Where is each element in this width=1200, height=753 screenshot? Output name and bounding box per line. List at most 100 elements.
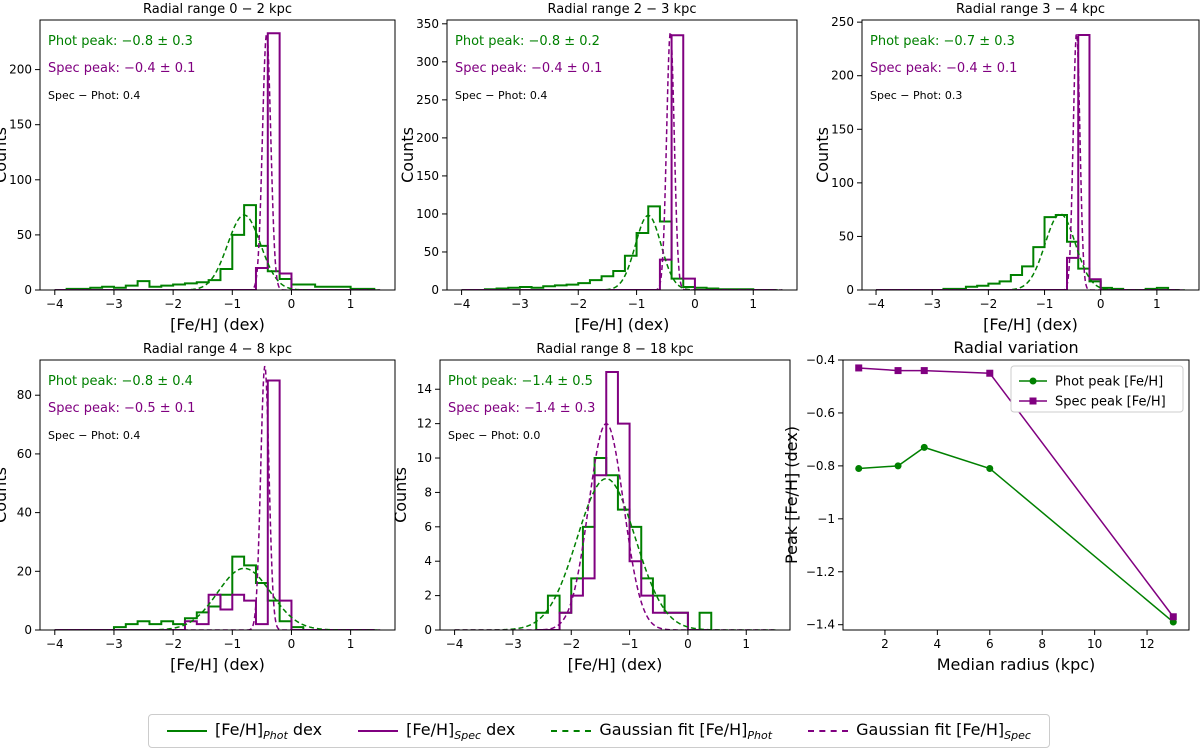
panel6-ytick-label: −1.2 (806, 565, 835, 579)
panel5-phot-peak-annotation: Phot peak: −1.4 ± 0.5 (448, 374, 593, 389)
legend-item-phot-histogram: [Fe/H]Phot dex (167, 720, 322, 742)
panel3-xtick-label: −3 (923, 297, 941, 311)
panel5-gauss-fit-spec (454, 422, 776, 630)
panel6-xtick-label: 10 (1087, 637, 1102, 651)
panel1-phot-histogram (54, 204, 376, 290)
panel4-spec-histogram (54, 379, 375, 630)
panel1-difference-annotation: Spec − Phot: 0.4 (48, 89, 140, 102)
panel3-frame (861, 19, 1200, 291)
panel6-title: Radial variation (953, 338, 1078, 357)
panel6-xtick-label: 6 (986, 637, 994, 651)
legend-item-gauss-spec: Gaussian fit [Fe/H]Spec (808, 720, 1031, 742)
panel3-ylabel: Counts (813, 127, 832, 183)
panel4-ytick-label: 60 (17, 447, 32, 461)
panel6-frame (842, 359, 1190, 631)
radial-legend-label-phot: Phot peak [Fe/H] (1055, 375, 1163, 390)
panel5-xtick-label: −2 (562, 637, 580, 651)
panel3-xtick-label: −1 (1036, 297, 1054, 311)
panel1-phot-peak-annotation: Phot peak: −0.8 ± 0.3 (48, 34, 193, 49)
panel4-xtick-label: −1 (223, 637, 241, 651)
panel6-xtick-label: 8 (1038, 637, 1046, 651)
radial-legend-marker-phot (1029, 377, 1037, 385)
panel5-ylabel: Counts (391, 467, 410, 523)
panel1-xtick-label: −4 (46, 297, 64, 311)
panel2-xtick-label: −2 (569, 297, 587, 311)
legend-label-phot: [Fe/H]Phot dex (215, 719, 323, 743)
panel2-ytick-label: 100 (416, 207, 439, 221)
phot-point (894, 462, 902, 470)
panel4-xtick-label: −3 (105, 637, 123, 651)
panel6-xlabel: Median radius (kpc) (937, 655, 1096, 674)
panel5-ytick-label: 8 (424, 485, 432, 499)
panel1-ytick-label: 0 (24, 283, 32, 297)
legend-label-spec: [Fe/H]Spec dex (406, 719, 516, 743)
panel1-xtick-label: −3 (105, 297, 123, 311)
panel4-xtick-label: 0 (288, 637, 296, 651)
phot-point (986, 465, 994, 473)
panel2-ytick-label: 0 (431, 283, 439, 297)
panel1-ytick-label: 100 (9, 173, 32, 187)
panel6-ytick-label: −1.4 (806, 618, 835, 632)
legend-item-spec-histogram: [Fe/H]Spec dex (358, 720, 515, 742)
panel4-phot-peak-annotation: Phot peak: −0.8 ± 0.4 (48, 374, 193, 389)
radial-legend-label-spec: Spec peak [Fe/H] (1055, 395, 1166, 410)
panel5-xtick-label: −3 (504, 637, 522, 651)
panel5-spec-peak-annotation: Spec peak: −1.4 ± 0.3 (448, 401, 595, 416)
panel2-ytick-label: 150 (416, 169, 439, 183)
legend-spec-dashed-line (808, 730, 849, 732)
panel4-ytick-label: 20 (17, 564, 32, 578)
legend-phot-dashed-line (551, 730, 592, 732)
panel5-difference-annotation: Spec − Phot: 0.0 (448, 429, 540, 442)
panel2-ytick-label: 200 (416, 131, 439, 145)
panel2-gauss-fit-phot (461, 214, 783, 290)
panel6-xtick-label: 2 (881, 637, 889, 651)
panel1-spec-peak-annotation: Spec peak: −0.4 ± 0.1 (48, 61, 195, 76)
panel4-ytick-label: 40 (17, 506, 32, 520)
panel1-xtick-label: 1 (347, 297, 355, 311)
panel5-title: Radial range 8 − 18 kpc (536, 342, 693, 357)
panel2-ytick-label: 50 (424, 245, 439, 259)
panel3-xtick-label: 1 (1153, 297, 1161, 311)
panel2-ytick-label: 250 (416, 93, 439, 107)
panel1-title: Radial range 0 − 2 kpc (143, 2, 292, 17)
phot-point (920, 443, 928, 451)
radial-legend-marker-spec (1029, 397, 1037, 405)
radial-legend-box (1010, 365, 1184, 413)
panel6-ytick-label: −0.6 (806, 406, 835, 420)
panel3-phot-histogram (876, 214, 1180, 290)
panel1-ytick-label: 50 (17, 228, 32, 242)
panel1-xlabel: [Fe/H] (dex) (170, 315, 265, 334)
panel2-ytick-label: 350 (416, 17, 439, 31)
panel4-xtick-label: 1 (347, 637, 355, 651)
panel6-ytick-label: −0.4 (806, 353, 835, 367)
panel5-xlabel: [Fe/H] (dex) (568, 655, 663, 674)
panel4-ytick-label: 0 (24, 623, 32, 637)
panel1-xtick-label: 0 (288, 297, 296, 311)
panel5-xtick-label: −4 (446, 637, 464, 651)
panel3-ytick-label: 0 (846, 283, 854, 297)
panel3-ytick-label: 250 (831, 15, 854, 29)
panel3-xtick-label: 0 (1097, 297, 1105, 311)
panel5-gauss-fit-phot (454, 477, 776, 630)
panel4-ylabel: Counts (0, 467, 10, 523)
panel3-phot-peak-annotation: Phot peak: −0.7 ± 0.3 (870, 34, 1015, 49)
phot-point (1169, 618, 1177, 626)
panel5-ytick-label: 0 (424, 623, 432, 637)
panel3-ytick-label: 50 (839, 229, 854, 243)
panel4-spec-peak-annotation: Spec peak: −0.5 ± 0.1 (48, 401, 195, 416)
panel1-ylabel: Counts (0, 127, 10, 183)
panel3-ytick-label: 200 (831, 69, 854, 83)
spec-point (1169, 613, 1177, 621)
spec-point (894, 367, 902, 375)
panel3-spec-peak-annotation: Spec peak: −0.4 ± 0.1 (870, 61, 1017, 76)
panel6-xtick-label: 12 (1139, 637, 1154, 651)
panel1-gauss-fit-phot (54, 214, 381, 290)
panel3-xtick-label: −2 (980, 297, 998, 311)
panel6-ylabel: Peak [Fe/H] (dex) (782, 426, 801, 564)
panel5-phot-histogram (535, 457, 713, 630)
phot-point (855, 465, 863, 473)
spec-point (855, 364, 863, 372)
panel2-ylabel: Counts (398, 127, 417, 183)
panel5-spec-histogram (536, 371, 712, 630)
panel2-spec-peak-annotation: Spec peak: −0.4 ± 0.1 (455, 61, 602, 76)
